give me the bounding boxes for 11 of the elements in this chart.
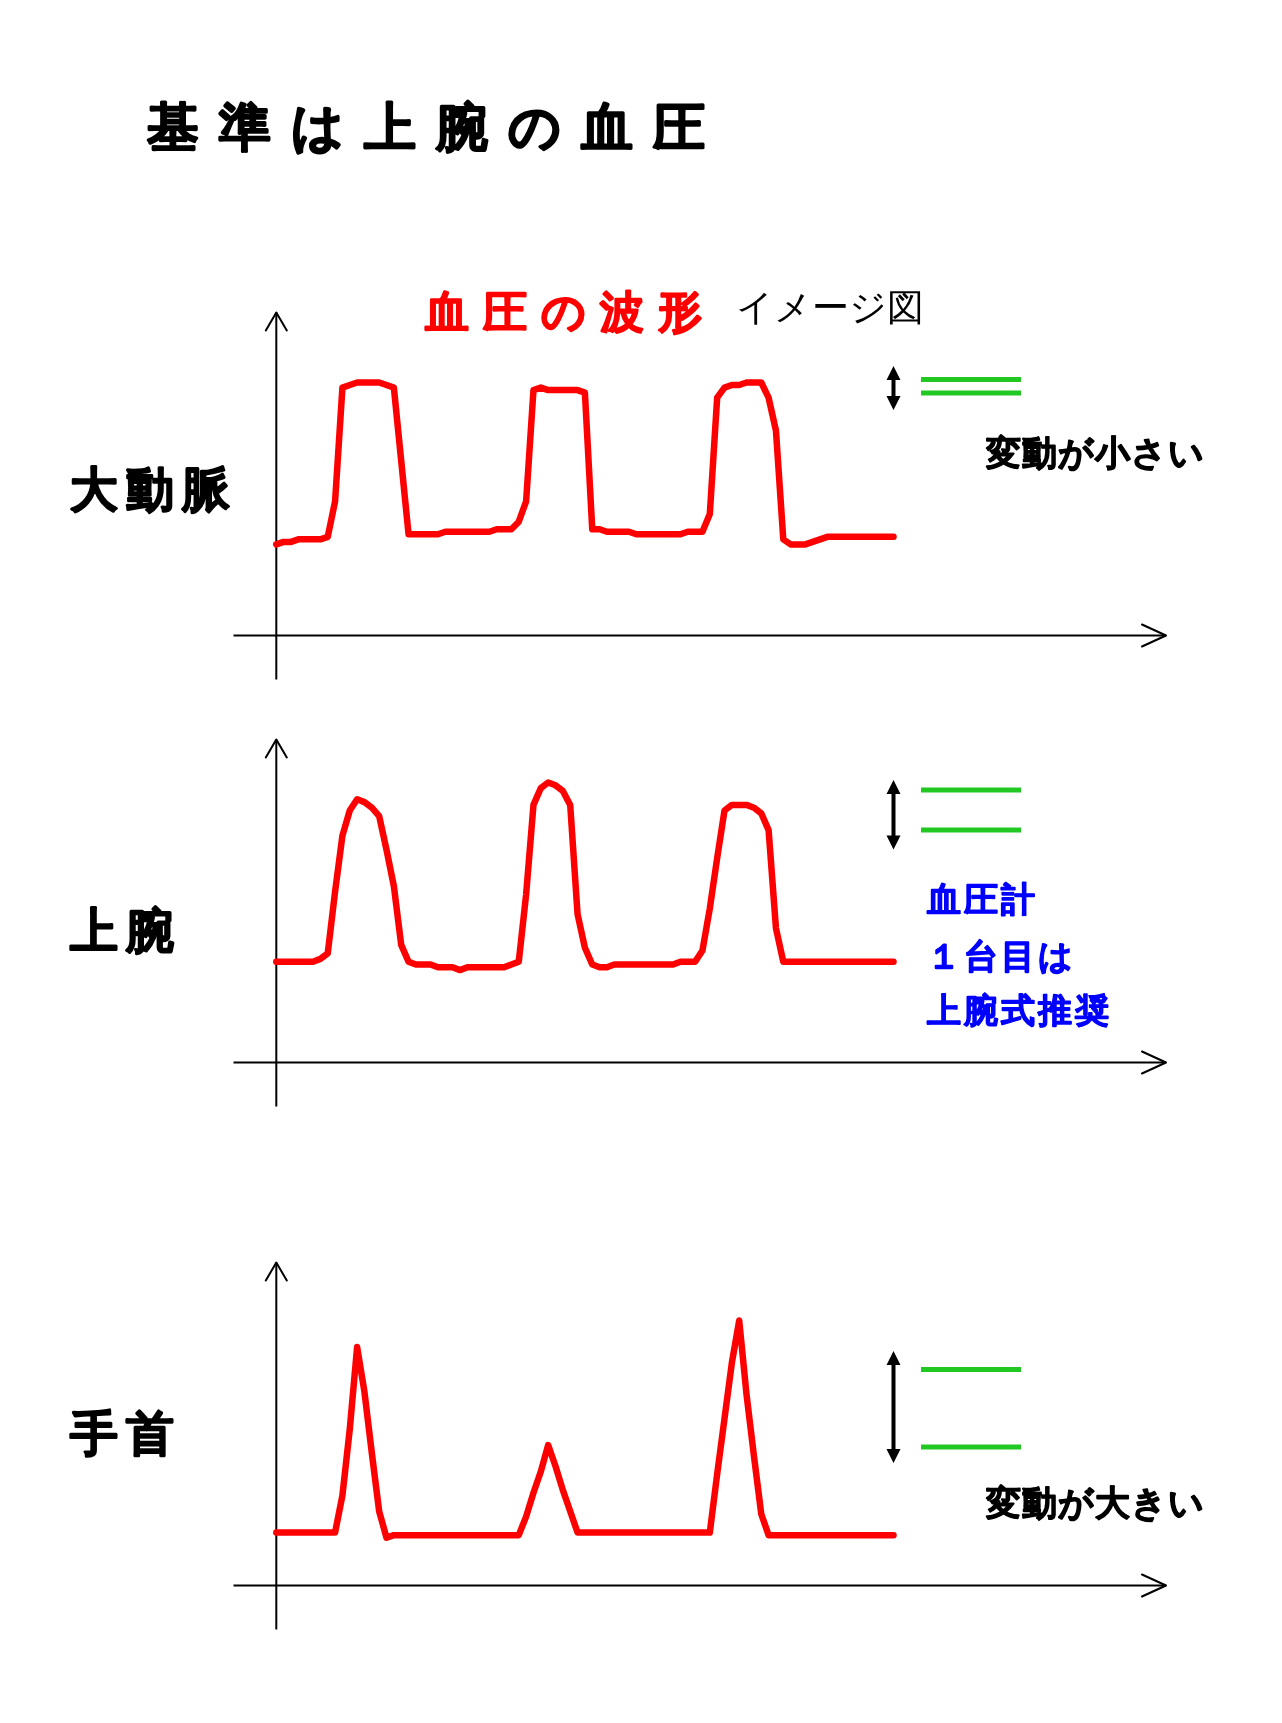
chart-title: 基準は上腕の血圧 [146, 97, 725, 157]
text: 上腕式推奨 [926, 990, 1112, 1030]
y-axis-title: 大動脈 [70, 461, 238, 517]
text: 変動が大きい [984, 1482, 1205, 1523]
y-axis-title: 手首 [69, 1405, 182, 1461]
text: 血圧計 [926, 879, 1038, 919]
y-axis-title: 上腕 [70, 902, 182, 958]
text: １台目は [927, 935, 1076, 976]
text: イメージ図 [736, 285, 924, 329]
chart-subtitle: 血圧の波形 [424, 285, 716, 337]
text: 変動が小さい [984, 433, 1205, 473]
